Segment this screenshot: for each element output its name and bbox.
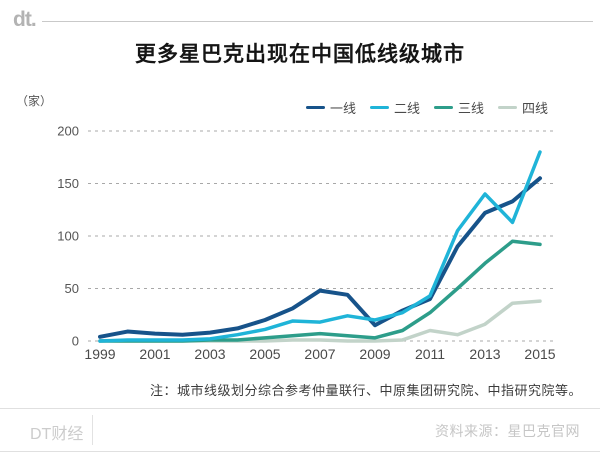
chart-legend: 一线 二线 三线 四线 [305,98,548,117]
legend-dash-icon [433,105,453,110]
svg-text:2007: 2007 [304,346,335,362]
legend-item-1[interactable]: 一线 [305,98,356,117]
y-axis-unit-label: （家） [16,94,53,108]
svg-text:2011: 2011 [415,346,445,362]
chart-svg: 0 50 100 150 200 1999 2001 2003 2005 2007 2009 2011… [57,124,556,362]
legend-item-3[interactable]: 三线 [433,98,484,117]
legend-item-4[interactable]: 四线 [497,98,548,117]
svg-text:2009: 2009 [359,346,390,362]
svg-text:2001: 2001 [139,346,170,362]
chart-area: 0 50 100 150 200 1999 2001 2003 2005 2007 2009 2011… [0,116,600,362]
dt-logo: dt. [13,8,37,31]
svg-text:50: 50 [65,281,79,296]
legend-dash-icon [305,105,325,110]
svg-text:150: 150 [57,176,79,191]
chart-footnote: 注：城市线级划分综合参考仲量联行、中原集团研究院、中指研究院等。 [149,383,582,398]
legend-dash-icon [497,105,517,110]
legend-label: 四线 [521,101,548,116]
legend-label: 二线 [393,101,420,116]
svg-text:0: 0 [72,334,79,349]
svg-text:2013: 2013 [469,346,500,362]
page-title: 更多星巴克出现在中国低线级城市 [135,43,465,66]
footer-brand: DT财经 [30,426,84,443]
legend-item-2[interactable]: 二线 [369,98,420,117]
footer-divider [92,415,93,445]
data-source-label: 资料来源：星巴克官网 [435,423,580,439]
svg-text:2005: 2005 [249,346,280,362]
footer-bar: DT财经 资料来源：星巴克官网 [0,408,600,452]
svg-text:2003: 2003 [194,346,225,362]
svg-text:200: 200 [57,124,79,139]
legend-dash-icon [369,105,389,110]
svg-text:2015: 2015 [524,346,555,362]
legend-label: 三线 [457,101,484,116]
top-divider [42,21,593,22]
svg-text:100: 100 [57,229,79,244]
legend-label: 一线 [329,101,356,116]
svg-text:1999: 1999 [84,346,115,362]
